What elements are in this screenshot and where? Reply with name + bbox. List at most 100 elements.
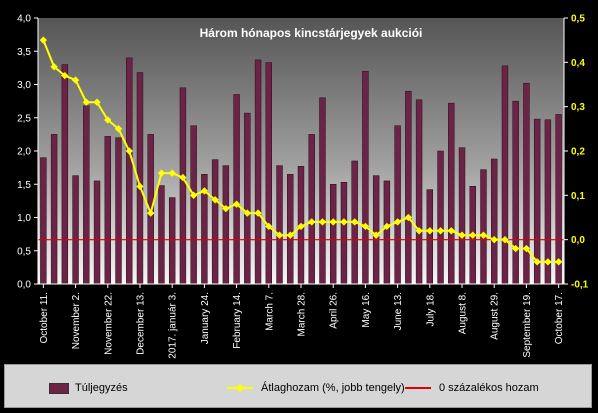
bar — [233, 94, 240, 285]
bar — [383, 180, 391, 285]
left-tick-label: 1,0 — [17, 213, 31, 224]
bar — [115, 137, 122, 285]
left-tick-label: 3,5 — [17, 47, 31, 58]
bar — [362, 70, 369, 285]
bar — [480, 169, 487, 285]
yield-marker — [71, 76, 80, 84]
bar — [330, 184, 337, 285]
bar — [276, 165, 283, 285]
bar — [50, 134, 58, 285]
yield-marker — [125, 147, 133, 155]
bar — [448, 102, 455, 285]
x-tick-label: August 8. — [458, 292, 469, 334]
bar — [211, 159, 219, 285]
left-tick-label: 1,5 — [17, 180, 31, 191]
left-tick-label: 0,5 — [17, 246, 31, 257]
bar — [405, 90, 412, 285]
left-tick-label: 4,0 — [17, 14, 31, 25]
yield-marker — [104, 116, 112, 124]
bar — [168, 197, 176, 285]
yield-marker — [512, 244, 520, 253]
bar — [426, 189, 434, 285]
legend-label-average-yield: Átlaghozam (%, jobb tengely) — [261, 382, 405, 394]
yield-marker — [232, 200, 241, 208]
bar — [512, 100, 519, 285]
x-tick-label: August 29. — [490, 292, 501, 340]
bar — [158, 185, 165, 285]
right-tick-label: 0,3 — [571, 102, 585, 113]
bar — [40, 157, 47, 285]
bar — [415, 99, 423, 285]
bar — [437, 150, 444, 285]
yield-marker — [147, 209, 155, 217]
yield-marker — [426, 227, 434, 235]
yield-marker — [168, 169, 176, 177]
bar — [501, 65, 509, 285]
yield-marker — [447, 227, 455, 235]
bar — [340, 182, 348, 285]
left-tick-label: 0,0 — [17, 280, 31, 291]
bar — [190, 125, 197, 285]
legend-swatch-bar — [49, 382, 69, 394]
yield-marker — [404, 213, 413, 222]
legend-swatch-red-line — [405, 387, 431, 389]
x-tick-label: February 14. — [232, 292, 243, 349]
left-tick-label: 3,0 — [17, 80, 31, 91]
bar — [222, 165, 230, 285]
bar — [61, 64, 69, 285]
bar — [72, 175, 79, 285]
bar — [104, 136, 111, 285]
legend-label-oversubscription: Túljegyzés — [75, 382, 128, 394]
x-tick-label: November 2. — [71, 292, 82, 349]
right-tick-label: -0,1 — [571, 280, 589, 291]
legend-swatch-line — [227, 383, 253, 393]
yield-marker — [82, 98, 90, 106]
right-tick-label: 0,0 — [571, 235, 585, 246]
x-tick-label: December 13. — [135, 292, 146, 355]
x-tick-label: October 11. — [39, 292, 50, 344]
x-tick-label: June 13. — [393, 292, 404, 330]
bar — [372, 175, 380, 285]
left-axis: 0,0 0,5 1,0 1,5 2,0 2,5 3,0 3,5 4,0 — [17, 14, 39, 291]
x-tick-label: May 16. — [361, 292, 372, 328]
right-axis: -0,1 0,0 0,1 0,2 0,3 0,4 0,5 — [563, 14, 589, 291]
legend-item-zero-yield: 0 százalékos hozam — [405, 382, 539, 394]
left-tick-label: 2,0 — [17, 147, 31, 158]
left-tick-label: 2,5 — [17, 113, 31, 124]
yield-marker — [93, 98, 101, 106]
bar — [126, 57, 133, 285]
legend-item-oversubscription: Túljegyzés — [49, 382, 128, 394]
yield-marker — [544, 258, 552, 266]
legend-label-zero-yield: 0 százalékos hozam — [439, 382, 539, 394]
x-tick-label: September 19. — [522, 292, 533, 358]
bar — [319, 97, 326, 285]
bar — [287, 174, 294, 285]
legend: Túljegyzés Átlaghozam (%, jobb tengely) … — [4, 364, 592, 408]
bar — [458, 147, 466, 285]
bar — [308, 134, 315, 285]
x-tick-label: March 7. — [264, 292, 275, 331]
bar — [523, 82, 530, 285]
yield-marker — [157, 169, 166, 177]
bar — [491, 158, 498, 285]
right-tick-label: 0,2 — [571, 147, 585, 158]
yield-marker — [222, 204, 230, 213]
chart-title: Három hónapos kincstárjegyek aukciói — [200, 26, 423, 40]
x-tick-label: November 22. — [103, 292, 114, 355]
legend-item-average-yield: Átlaghozam (%, jobb tengely) — [227, 382, 405, 394]
x-axis: October 11. November 2. November 22. Decemb… — [38, 283, 565, 359]
yield-marker — [554, 258, 563, 266]
x-tick-label: January 24. — [200, 292, 211, 344]
x-tick-label: March 28. — [297, 292, 308, 336]
yield-marker — [243, 209, 252, 217]
bar — [254, 59, 262, 285]
bar — [93, 180, 101, 285]
yield-marker — [39, 36, 48, 44]
bar — [265, 62, 272, 285]
right-tick-label: 0,5 — [571, 14, 585, 25]
bar — [244, 112, 251, 285]
x-tick-label: October 17. — [554, 292, 565, 344]
right-tick-label: 0,1 — [571, 191, 585, 202]
